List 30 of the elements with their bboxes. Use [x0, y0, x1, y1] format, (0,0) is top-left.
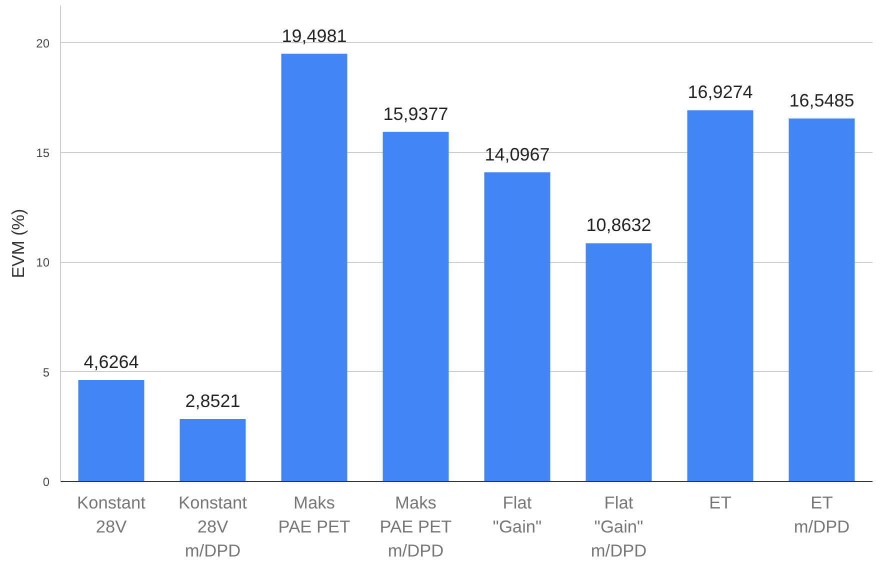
data-label: 16,9274: [688, 82, 753, 102]
bar: [78, 380, 144, 482]
bar: [687, 110, 754, 482]
data-label: 10,8632: [586, 215, 652, 236]
bar: [586, 243, 652, 482]
bar: [484, 172, 550, 482]
data-label: 4,6264: [84, 352, 139, 372]
y-tick-label: 10: [36, 256, 50, 270]
data-label: 19,4981: [282, 26, 347, 46]
y-tick-label: 15: [36, 146, 50, 160]
x-tick-label: ET m/DPD: [794, 492, 850, 536]
x-tick-label: Maks PAE PET m/DPD: [380, 492, 452, 560]
x-tick-label: ET: [709, 492, 732, 512]
y-tick-label: 0: [42, 475, 50, 489]
x-tick-label: Flat "Gain": [492, 492, 542, 536]
data-label: 15,9377: [383, 104, 448, 124]
y-axis-title: EVM (%): [8, 208, 28, 278]
bar: [382, 132, 449, 482]
data-label: 14,0967: [484, 144, 550, 164]
x-tick-label: Maks PAE PET: [278, 492, 351, 536]
bar: [180, 418, 246, 482]
x-tick-label: Konstant 28V m/DPD: [178, 492, 248, 560]
bar: [788, 118, 855, 482]
data-label: 16,5485: [789, 90, 854, 110]
bar: [281, 54, 348, 482]
y-tick-label: 5: [42, 365, 50, 380]
x-tick-label: Konstant 28V: [77, 492, 146, 536]
x-tick-label: Flat "Gain" m/DPD: [590, 492, 647, 560]
data-label: 2,8521: [185, 390, 240, 411]
y-tick-label: 20: [36, 36, 50, 50]
